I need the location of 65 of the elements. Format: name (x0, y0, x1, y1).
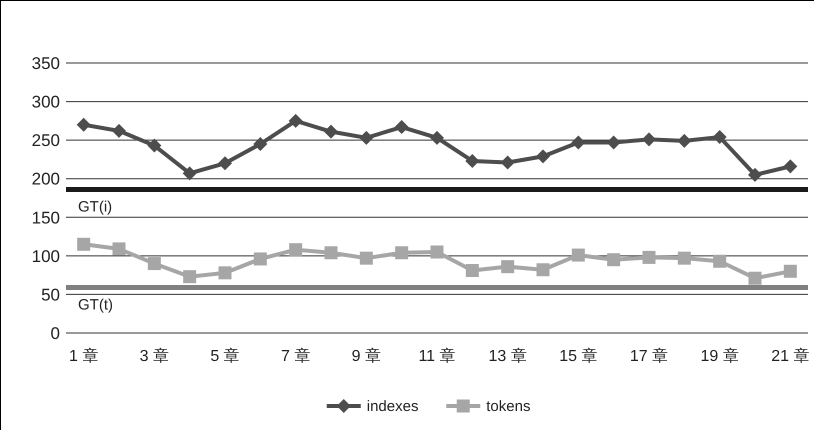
point (607, 253, 620, 266)
point (606, 135, 621, 150)
ref-line-label: GT(t) (78, 296, 113, 314)
point (501, 260, 514, 274)
y-tick-label: 0 (50, 324, 60, 343)
y-tick-label: 50 (41, 285, 60, 304)
point (324, 124, 338, 139)
point (289, 243, 302, 256)
point (112, 124, 126, 138)
x-tick-label: 3 章 (140, 347, 170, 365)
x-tick-label: 15 章 (559, 347, 598, 365)
point (642, 250, 656, 264)
point (359, 130, 374, 145)
x-tick-label: 13 章 (488, 347, 527, 365)
point (572, 248, 585, 262)
point (394, 120, 409, 134)
point (712, 130, 727, 144)
point (148, 257, 161, 270)
point (112, 242, 126, 256)
point (288, 114, 303, 128)
y-tick-label: 300 (32, 92, 60, 112)
point (748, 168, 762, 182)
y-tick-label: 150 (32, 208, 60, 228)
point (182, 166, 197, 180)
x-tick-label: 1 章 (68, 347, 98, 365)
point (466, 264, 479, 278)
point (395, 246, 408, 260)
point (430, 130, 444, 145)
point (218, 266, 232, 280)
y-tick-label: 200 (32, 170, 60, 189)
point (571, 135, 586, 150)
point (77, 238, 90, 251)
x-tick-label: 9 章 (352, 347, 382, 365)
x-tick-label: 19 章 (700, 347, 739, 365)
y-tick-label: 350 (32, 54, 60, 73)
ref-line-label: GT(i) (78, 198, 112, 216)
point (76, 118, 91, 132)
point (360, 252, 373, 265)
point (784, 264, 797, 278)
x-tick-label: 17 章 (630, 347, 668, 365)
point (783, 159, 798, 174)
point (536, 149, 550, 164)
x-tick-label: 21 章 (771, 347, 810, 365)
point (748, 272, 762, 285)
y-tick-label: 250 (32, 131, 60, 150)
x-tick-label: 5 章 (210, 347, 240, 365)
point (253, 137, 268, 151)
point (183, 270, 196, 284)
legend-label: indexes (366, 398, 418, 415)
y-tick-label: 100 (32, 246, 60, 266)
point (536, 263, 550, 276)
point (465, 154, 480, 168)
point (147, 138, 162, 153)
point (678, 252, 691, 265)
point (324, 246, 338, 260)
point (713, 254, 726, 268)
x-tick-label: 11 章 (418, 347, 456, 365)
legend-label: tokens (486, 398, 530, 415)
point (677, 134, 692, 148)
x-tick-label: 7 章 (280, 347, 310, 365)
point (254, 252, 267, 266)
point (642, 132, 656, 146)
point (500, 156, 515, 170)
point (218, 156, 232, 170)
point (430, 246, 444, 258)
